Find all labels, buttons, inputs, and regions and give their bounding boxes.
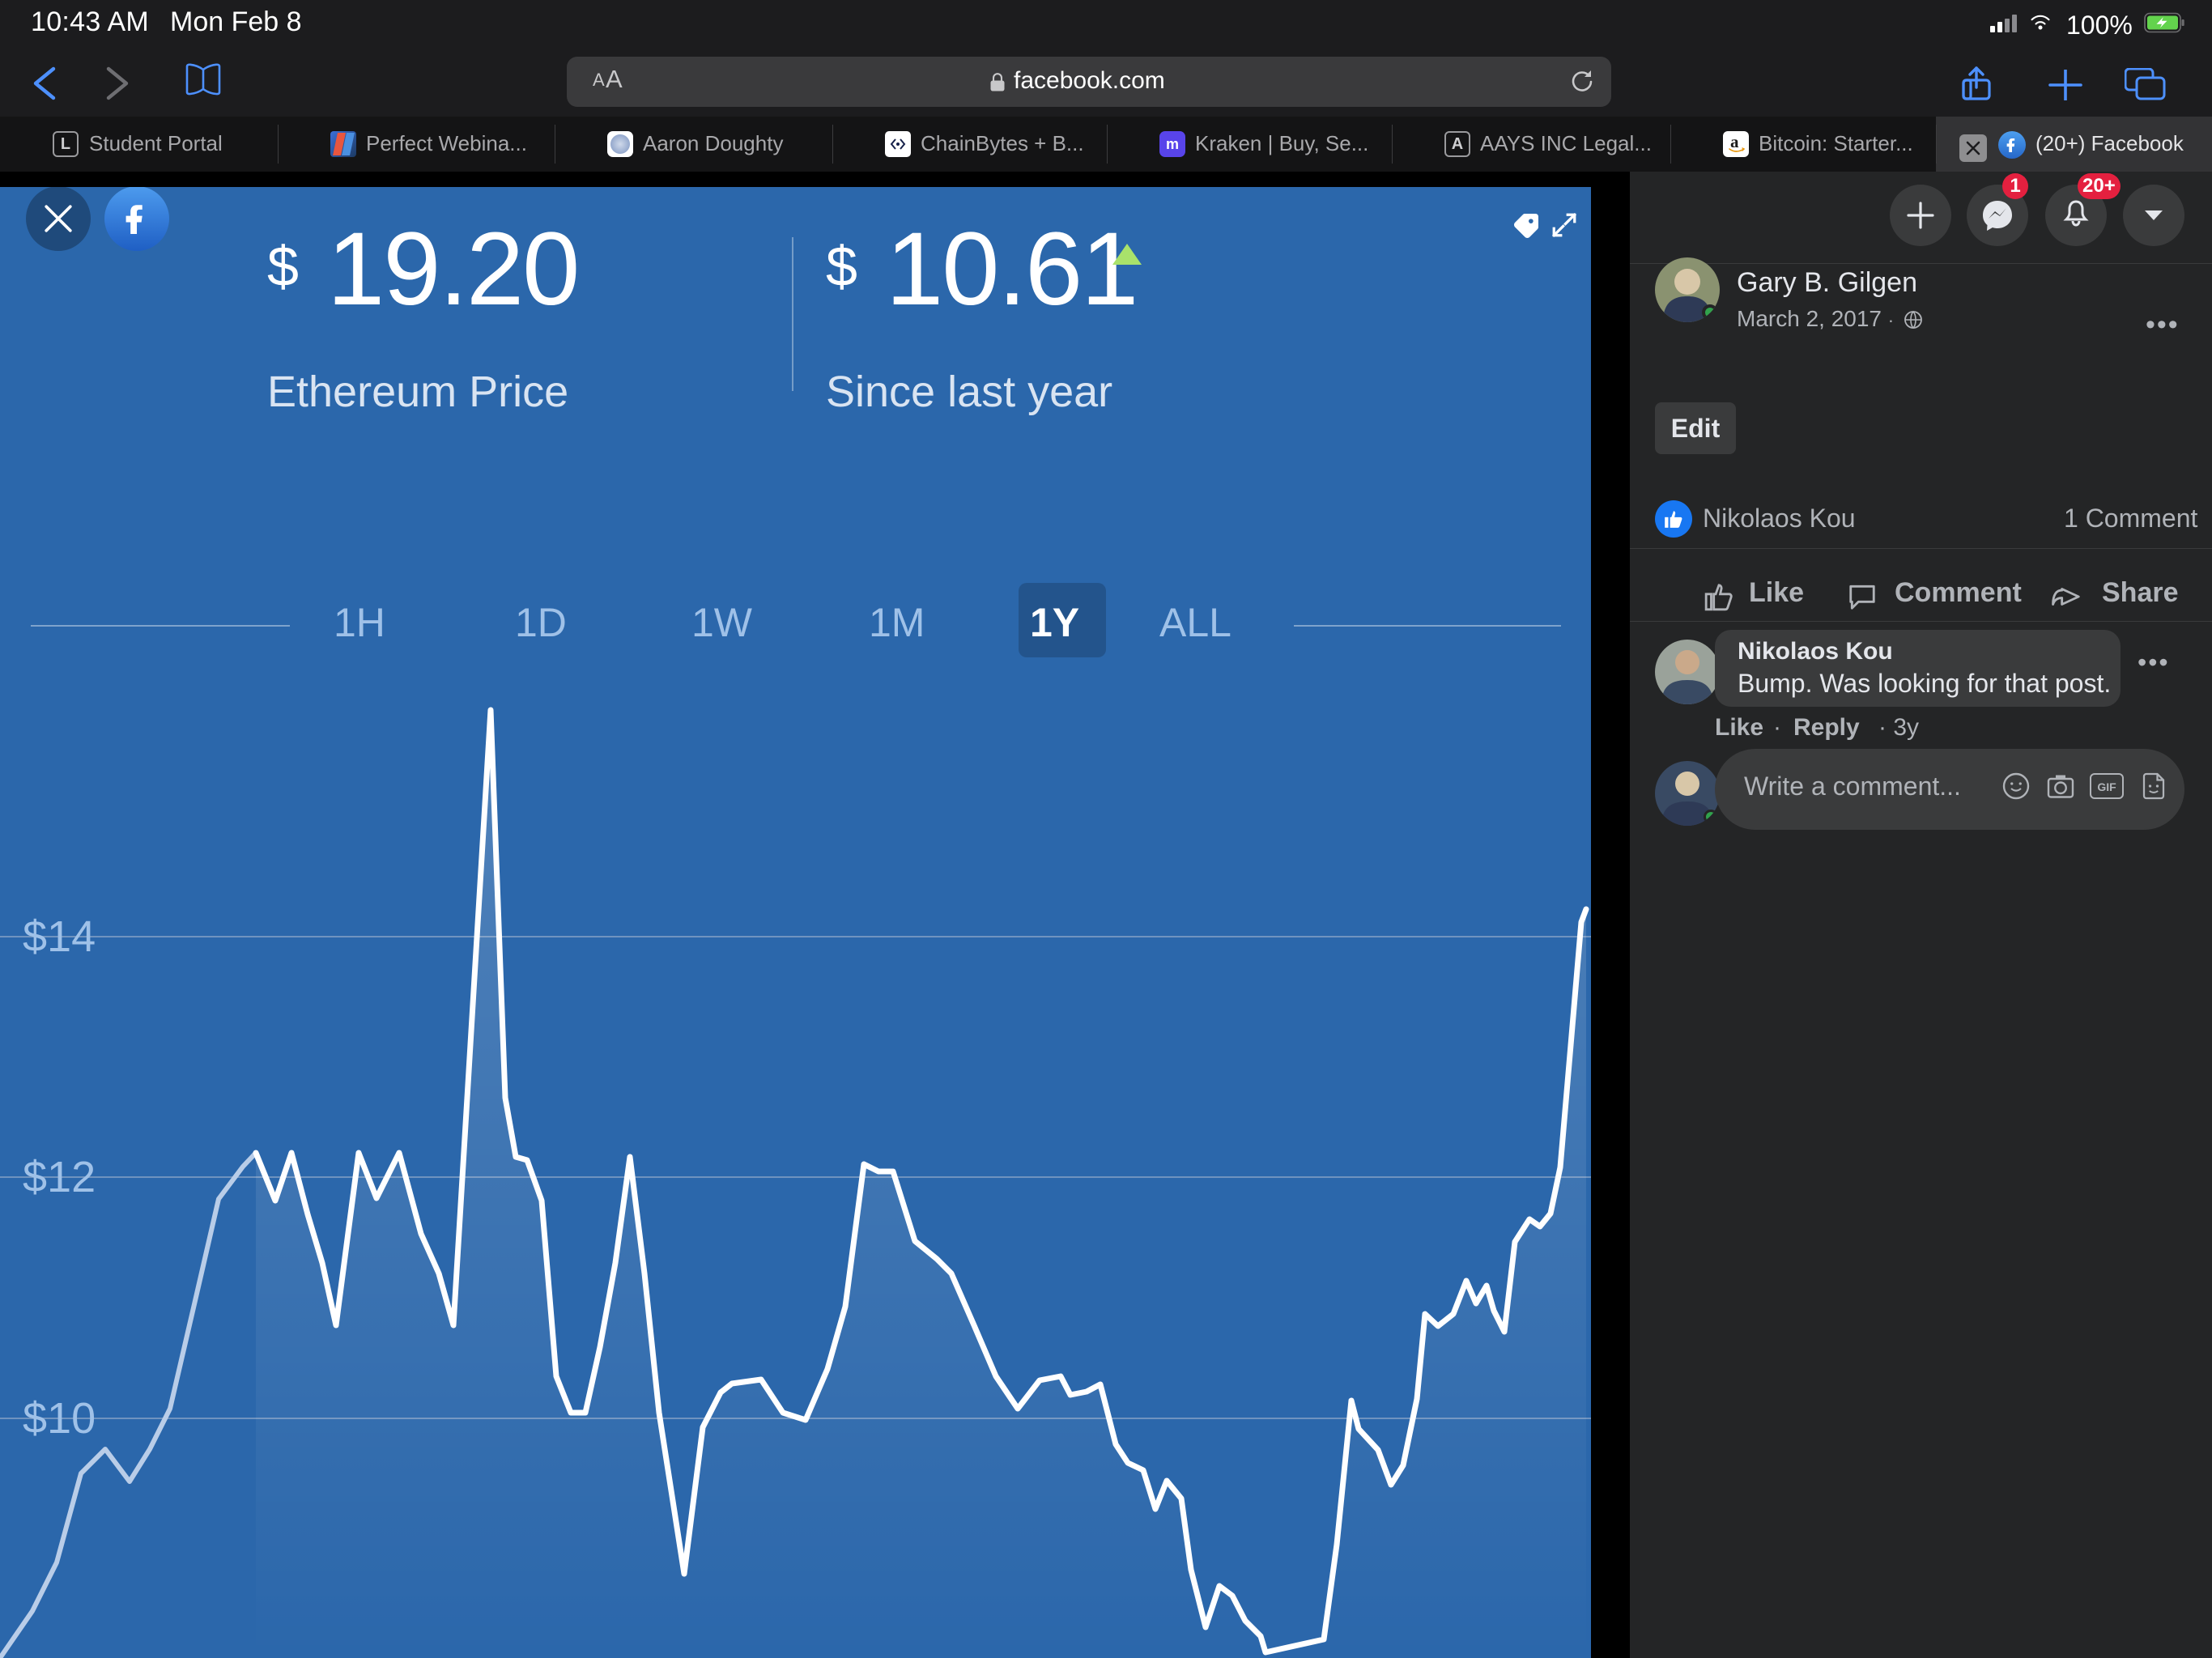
- svg-text:GIF: GIF: [2097, 780, 2116, 793]
